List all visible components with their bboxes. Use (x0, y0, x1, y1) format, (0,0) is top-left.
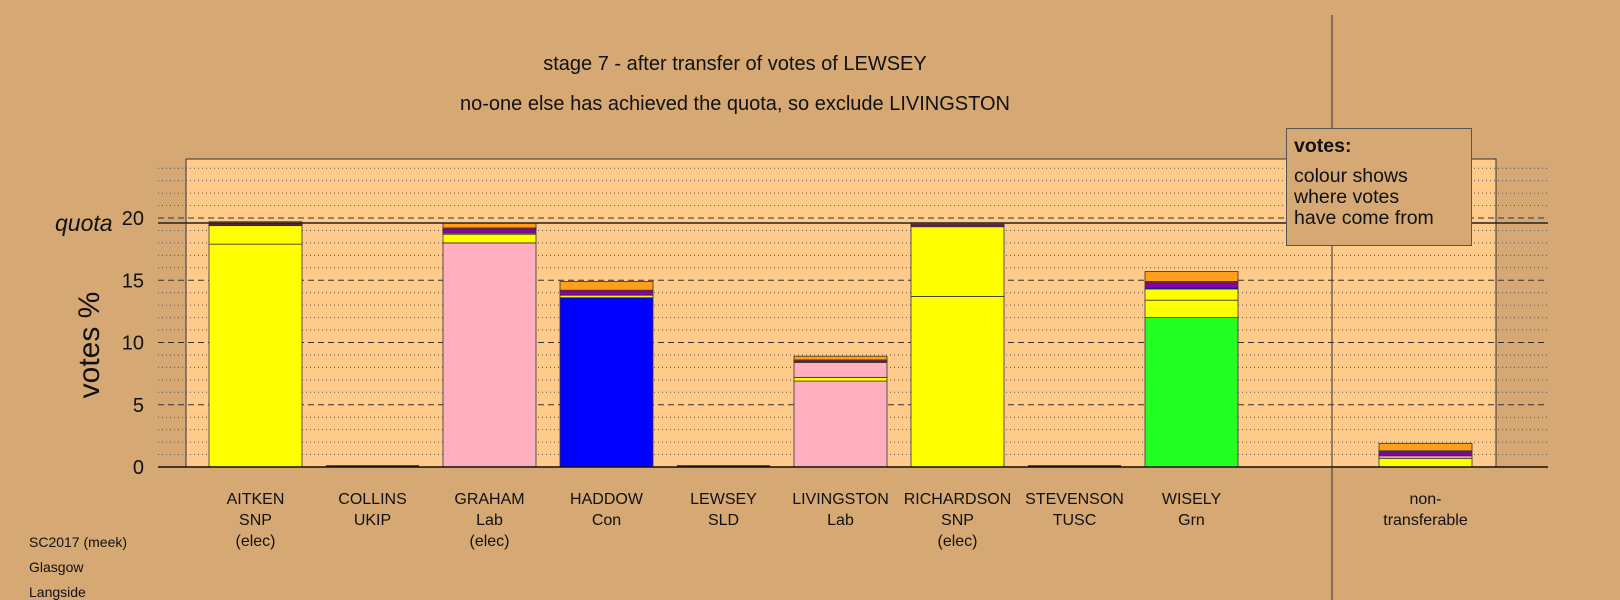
footer-ward: Langside (29, 584, 86, 600)
bar-segment (1378, 457, 1473, 468)
x-tick-label: Lab (476, 512, 503, 529)
x-tick-label: LIVINGSTON (792, 491, 889, 508)
x-tick-label: Grn (1178, 512, 1205, 529)
legend-box: votes: colour shows where votes have com… (1286, 128, 1472, 246)
x-tick-label: UKIP (354, 512, 391, 529)
bar-segment (1144, 299, 1239, 319)
bar-segment (1378, 451, 1473, 457)
x-tick-label: SNP (941, 512, 974, 529)
x-tick-label: TUSC (1053, 512, 1097, 529)
x-tick-label: GRAHAM (454, 491, 524, 508)
bar-segment (1144, 271, 1239, 282)
x-tick-label: LEWSEY (690, 491, 757, 508)
y-tick-label: 20 (122, 208, 144, 230)
legend-line: have come from (1294, 207, 1434, 229)
x-tick-label: (elec) (937, 533, 977, 550)
x-tick-label: SNP (239, 512, 272, 529)
x-tick-label: AITKEN (227, 491, 285, 508)
y-tick-label: 10 (122, 333, 144, 355)
bar-segment (1378, 442, 1473, 452)
x-tick-label: HADDOW (570, 491, 644, 508)
x-tick-label: SLD (708, 512, 739, 529)
bar-segment (208, 225, 303, 245)
legend-line: colour shows (1294, 165, 1408, 187)
bar-segment (559, 291, 654, 296)
x-tick-label: RICHARDSON (904, 491, 1012, 508)
bar-segment (1144, 288, 1239, 301)
bar-segment (910, 226, 1005, 297)
x-tick-label: (elec) (235, 533, 275, 550)
legend-line: where votes (1294, 186, 1400, 208)
footer-election: SC2017 (meek) (29, 534, 128, 550)
footer-council: Glasgow (29, 559, 84, 575)
legend-title: votes: (1294, 135, 1352, 157)
bar-segment (442, 228, 537, 234)
quota-label: quota (55, 210, 113, 236)
x-tick-label: STEVENSON (1025, 491, 1124, 508)
x-tick-label: COLLINS (338, 491, 406, 508)
bar-segment (793, 380, 888, 468)
bar-segment (793, 376, 888, 382)
x-tick-label: transferable (1383, 512, 1468, 529)
chart-title: stage 7 - after transfer of votes of LEW… (543, 53, 927, 75)
y-axis-label: votes % (73, 292, 106, 399)
y-tick-label: 5 (133, 395, 144, 417)
bar-segment (793, 355, 888, 361)
x-tick-label: non- (1409, 491, 1441, 508)
x-tick-label: WISELY (1162, 491, 1222, 508)
chart-subtitle: no-one else has achieved the quota, so e… (460, 93, 1010, 115)
bar-segment (1144, 317, 1239, 468)
bar-segment (559, 297, 654, 468)
bar-segment (793, 362, 888, 378)
bar-segment (442, 242, 537, 468)
x-tick-label: (elec) (469, 533, 509, 550)
bar-segment (208, 243, 303, 468)
bar-segment (442, 233, 537, 244)
bar-segment (559, 281, 654, 291)
bar-segment (1144, 282, 1239, 289)
y-tick-label: 15 (122, 270, 144, 292)
y-tick-label: 0 (133, 457, 144, 479)
bar-segment (910, 296, 1005, 468)
x-tick-label: Lab (827, 512, 854, 529)
x-tick-label: Con (592, 512, 621, 529)
